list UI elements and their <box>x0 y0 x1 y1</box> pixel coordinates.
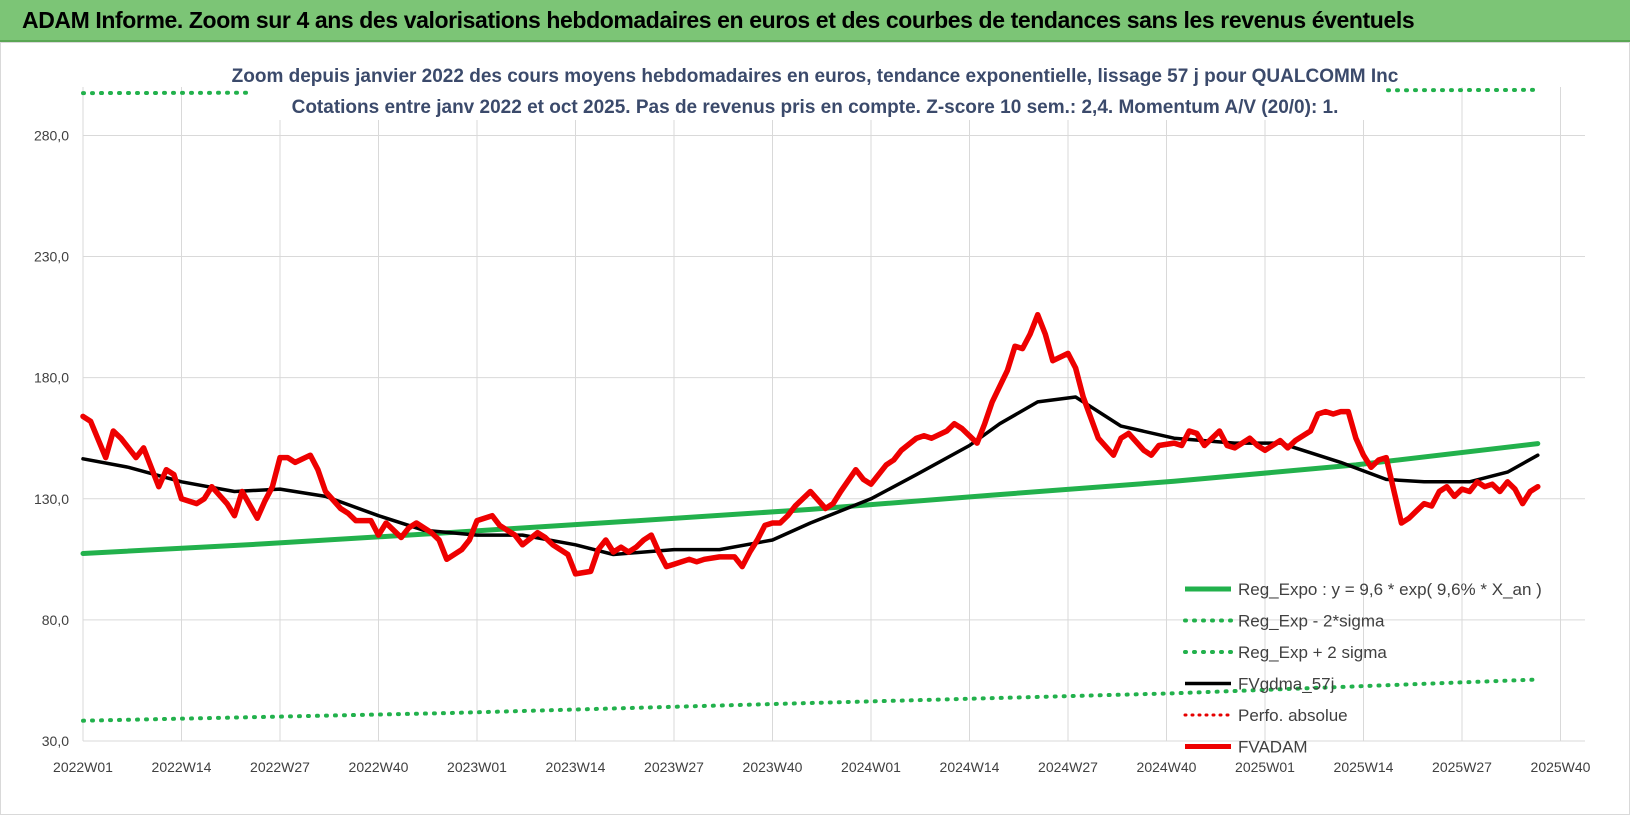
legend-label: Perfo. absolue <box>1238 706 1348 725</box>
legend-label: Reg_Exp + 2 sigma <box>1238 643 1387 662</box>
legend-label: Reg_Expo : y = 9,6 * exp( 9,6% * X_an ) <box>1238 580 1542 599</box>
x-tick-label: 2023W14 <box>546 759 606 775</box>
x-tick-label: 2024W01 <box>841 759 901 775</box>
x-tick-label: 2023W40 <box>743 759 803 775</box>
chart: 30,0 80,0 130,0 180,0 230,0 280,0 2022W01 2022W… <box>0 42 1630 815</box>
series-reg-expo <box>80 441 1541 556</box>
x-tick-label: 2022W14 <box>152 759 212 775</box>
y-tick-label: 130,0 <box>34 491 69 507</box>
y-tick-label: 80,0 <box>42 612 69 628</box>
chart-title-line-2: Cotations entre janv 2022 et oct 2025. P… <box>292 97 1339 118</box>
y-tick-label: 30,0 <box>42 733 69 749</box>
legend-label: FVADAM <box>1238 738 1308 757</box>
legend-label: FVgdma_57j <box>1238 675 1334 694</box>
x-tick-label: 2024W14 <box>940 759 1000 775</box>
x-tick-label: 2025W01 <box>1235 759 1295 775</box>
x-tick-label: 2025W40 <box>1531 759 1591 775</box>
x-tick-label: 2025W14 <box>1334 759 1394 775</box>
page-title: ADAM Informe. Zoom sur 4 ans des valoris… <box>22 7 1415 33</box>
x-tick-label: 2023W27 <box>644 759 704 775</box>
y-tick-label: 230,0 <box>34 249 69 265</box>
y-tick-label: 280,0 <box>34 127 69 143</box>
chart-title-line-1: Zoom depuis janvier 2022 des cours moyen… <box>232 66 1399 87</box>
chart-title-background <box>252 56 1382 120</box>
legend-label: Reg_Exp - 2*sigma <box>1238 612 1385 631</box>
x-tick-label: 2022W40 <box>349 759 409 775</box>
x-tick-label: 2024W40 <box>1137 759 1197 775</box>
series-fvadam <box>80 311 1541 577</box>
x-tick-label: 2024W27 <box>1038 759 1098 775</box>
x-tick-label: 2022W27 <box>250 759 310 775</box>
y-tick-label: 180,0 <box>34 370 69 386</box>
legend: Reg_Expo : y = 9,6 * exp( 9,6% * X_an ) R… <box>1183 580 1542 757</box>
series-reg-exp-minus-2sigma <box>81 677 1540 723</box>
x-tick-label: 2025W27 <box>1432 759 1492 775</box>
chart-area: 30,0 80,0 130,0 180,0 230,0 280,0 2022W01 2022W… <box>0 42 1630 815</box>
header-banner: ADAM Informe. Zoom sur 4 ans des valoris… <box>0 0 1630 42</box>
x-tick-label: 2023W01 <box>447 759 507 775</box>
x-tick-label: 2022W01 <box>53 759 113 775</box>
